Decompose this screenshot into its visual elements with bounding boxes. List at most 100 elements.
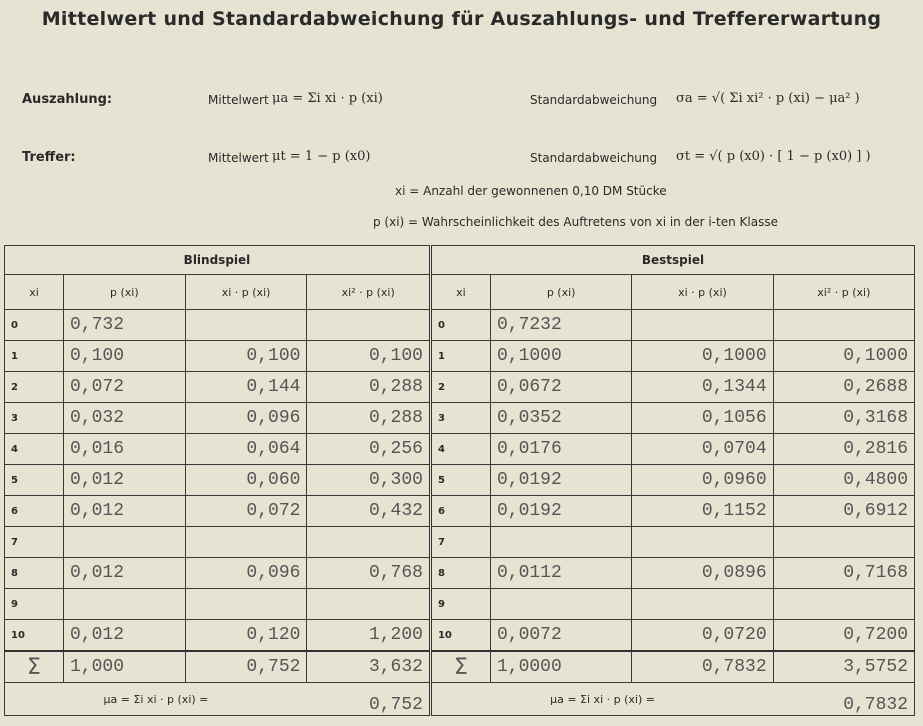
treffer-sd-label: Standardabweichung (530, 151, 658, 165)
column-header: p (xi) (63, 274, 186, 310)
value-cell (63, 526, 186, 558)
table-row: 3 0,032 0,096 0,288 3 0,0352 0,1056 0,3168 (4, 402, 916, 434)
value-cell (306, 526, 431, 558)
value-cell: 0,072 (184, 495, 308, 527)
xi-cell: 5 (428, 464, 491, 496)
sum-cell: 3,632 (306, 650, 431, 683)
value-cell: 0,1344 (631, 371, 774, 403)
xi-cell: 5 (4, 464, 64, 496)
mean-value: 0,752 (306, 682, 431, 716)
table-row: 4 0,016 0,064 0,256 4 0,0176 0,0704 0,2816 (4, 433, 916, 465)
value-cell: 0,100 (63, 340, 186, 372)
value-cell: 0,0704 (631, 433, 774, 465)
value-cell (184, 309, 308, 341)
value-cell: 0,0192 (489, 495, 633, 527)
column-header: xi · p (xi) (631, 274, 774, 310)
value-cell: 0,144 (184, 371, 308, 403)
auszahlung-label: Auszahlung: (22, 92, 113, 107)
sum-symbol: Σ (428, 650, 491, 683)
xi-cell: 6 (4, 495, 64, 527)
table-row: 10 0,012 0,120 1,200 10 0,0072 0,0720 0,7200 (4, 619, 916, 652)
xi-cell: 2 (4, 371, 64, 403)
value-cell: 0,096 (184, 402, 308, 434)
value-cell: 0,0176 (489, 433, 633, 465)
table-row: 1 0,100 0,100 0,100 1 0,1000 0,1000 0,1000 (4, 340, 916, 372)
value-cell: 0,060 (184, 464, 308, 496)
treffer-mean-label: Mittelwert (208, 151, 269, 165)
treffer-mean-formula: μt = 1 − p (x0) (272, 149, 371, 164)
xi-cell: 1 (4, 340, 64, 372)
value-cell: 0,1000 (772, 340, 916, 372)
value-cell: 0,012 (63, 619, 186, 652)
value-cell (772, 309, 916, 341)
xi-cell: 10 (4, 619, 64, 652)
xi-cell: 4 (4, 433, 64, 465)
value-cell: 0,7168 (772, 557, 916, 589)
xi-cell: 9 (4, 588, 64, 620)
column-header: xi · p (xi) (184, 274, 308, 310)
value-cell: 0,0192 (489, 464, 633, 496)
value-cell: 0,768 (306, 557, 431, 589)
table-row: 6 0,012 0,072 0,432 6 0,0192 0,1152 0,6912 (4, 495, 916, 527)
xi-cell: 0 (4, 309, 64, 341)
value-cell: 0,7232 (489, 309, 633, 341)
value-cell: 0,0072 (489, 619, 633, 652)
value-cell (306, 588, 431, 620)
note-pxi: p (xi) = Wahrscheinlichkeit des Auftrete… (373, 215, 778, 229)
sum-row: Σ 1,000 0,752 3,632 Σ 1,0000 0,7832 3,5752 (4, 650, 916, 683)
mean-row: μa = Σi xi · p (xi) = 0,752 μa = Σi xi · p… (3, 682, 916, 716)
value-cell: 0,0720 (631, 619, 774, 652)
group-bestspiel: Bestspiel (428, 245, 916, 275)
value-cell: 0,732 (63, 309, 186, 341)
value-cell: 0,0672 (489, 371, 633, 403)
value-cell (631, 588, 774, 620)
value-cell: 0,7200 (772, 619, 916, 652)
xi-cell: 3 (428, 402, 491, 434)
xi-cell: 6 (428, 495, 491, 527)
sum-cell: 1,0000 (489, 650, 633, 683)
value-cell (772, 526, 916, 558)
value-cell (772, 588, 916, 620)
value-cell (184, 588, 308, 620)
value-cell: 0,432 (306, 495, 431, 527)
value-cell: 0,0352 (489, 402, 633, 434)
treffer-label: Treffer: (22, 150, 76, 165)
value-cell: 0,100 (184, 340, 308, 372)
note-xi: xi = Anzahl der gewonnenen 0,10 DM Stück… (395, 184, 667, 198)
xi-cell: 7 (428, 526, 491, 558)
column-header: xi (4, 274, 64, 310)
sum-cell: 3,5752 (772, 650, 916, 683)
value-cell: 0,3168 (772, 402, 916, 434)
value-cell (63, 588, 186, 620)
value-cell: 0,012 (63, 495, 186, 527)
value-cell (631, 309, 774, 341)
xi-cell: 0 (428, 309, 491, 341)
column-header: p (xi) (489, 274, 633, 310)
value-cell: 0,288 (306, 402, 431, 434)
auszahlung-sd-label: Standardabweichung (530, 93, 658, 107)
value-cell: 0,1056 (631, 402, 774, 434)
xi-cell: 1 (428, 340, 491, 372)
xi-cell: 3 (4, 402, 64, 434)
value-cell: 0,012 (63, 464, 186, 496)
value-cell: 0,120 (184, 619, 308, 652)
xi-cell: 9 (428, 588, 491, 620)
column-header: xi² · p (xi) (306, 274, 431, 310)
value-cell (631, 526, 774, 558)
value-cell (184, 526, 308, 558)
column-header: xi² · p (xi) (772, 274, 916, 310)
auszahlung-mean-label: Mittelwert (208, 93, 269, 107)
value-cell (489, 526, 633, 558)
table-row: 5 0,012 0,060 0,300 5 0,0192 0,0960 0,4800 (4, 464, 916, 496)
xi-cell: 7 (4, 526, 64, 558)
auszahlung-mean-formula: μa = Σi xi · p (xi) (272, 91, 383, 106)
value-cell: 0,096 (184, 557, 308, 589)
table-row: 0 0,732 0 0,7232 (4, 309, 916, 341)
value-cell: 0,2688 (772, 371, 916, 403)
column-header: xi (428, 274, 491, 310)
value-cell: 0,1000 (489, 340, 633, 372)
treffer-sd-formula: σt = √( p (x0) · [ 1 − p (x0) ] ) (676, 149, 871, 164)
